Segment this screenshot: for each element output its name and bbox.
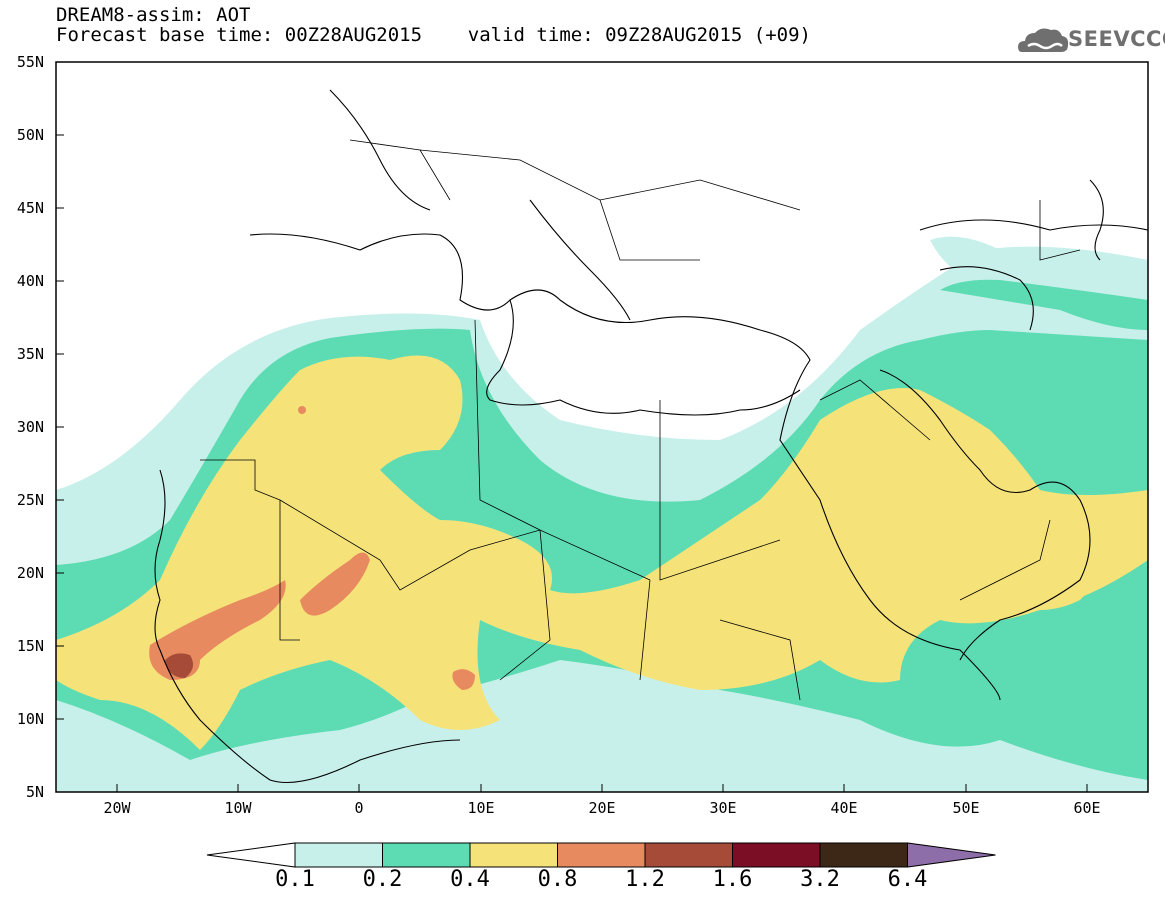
- country-borders: [200, 139, 1081, 701]
- cloud-icon: [1018, 28, 1069, 52]
- lat-label-5n: 5N: [25, 783, 44, 801]
- forecast-time-subtitle: Forecast base time: 00Z28AUG2015 valid t…: [56, 24, 811, 46]
- lat-label-15n: 15N: [16, 637, 44, 655]
- logo-text: SEEVCCC: [1068, 27, 1165, 51]
- aot-contour-1.2: [165, 653, 194, 678]
- lat-label-55n: 55N: [16, 53, 44, 71]
- coastlines: [154, 89, 1148, 783]
- lon-label-40e: 40E: [830, 799, 858, 817]
- lon-label-30e: 30E: [709, 799, 737, 817]
- colorbar-label: 6.4: [887, 867, 928, 892]
- lon-label-20e: 20E: [588, 799, 616, 817]
- colorbar-label: 1.2: [625, 867, 665, 892]
- lat-label-10n: 10N: [16, 710, 44, 728]
- lat-label-25n: 25N: [16, 491, 44, 509]
- lon-label-20w: 20W: [103, 799, 131, 817]
- colorbar-label: 0.1: [275, 867, 315, 892]
- lat-label-30n: 30N: [16, 418, 44, 436]
- lon-label-10w: 10W: [224, 799, 252, 817]
- map-title: DREAM8-assim: AOT: [56, 4, 251, 26]
- lat-label-50n: 50N: [16, 126, 44, 144]
- lat-label-45n: 45N: [16, 199, 44, 217]
- lat-label-20n: 20N: [16, 564, 44, 582]
- lon-label-50e: 50E: [952, 799, 980, 817]
- colorbar-label: 3.2: [800, 867, 840, 892]
- colorbar-label: 0.8: [537, 867, 578, 892]
- colorbar-label: 0.2: [362, 867, 403, 892]
- colorbar-label: 1.6: [712, 867, 753, 892]
- lon-label-10e: 10E: [467, 799, 495, 817]
- lat-label-35n: 35N: [16, 345, 44, 363]
- tick-marks: [56, 61, 1088, 792]
- lat-label-40n: 40N: [16, 272, 44, 290]
- lon-label-60e: 60E: [1073, 799, 1101, 817]
- colorbar-label: 0.4: [450, 867, 490, 892]
- lon-label-0: 0: [354, 799, 364, 817]
